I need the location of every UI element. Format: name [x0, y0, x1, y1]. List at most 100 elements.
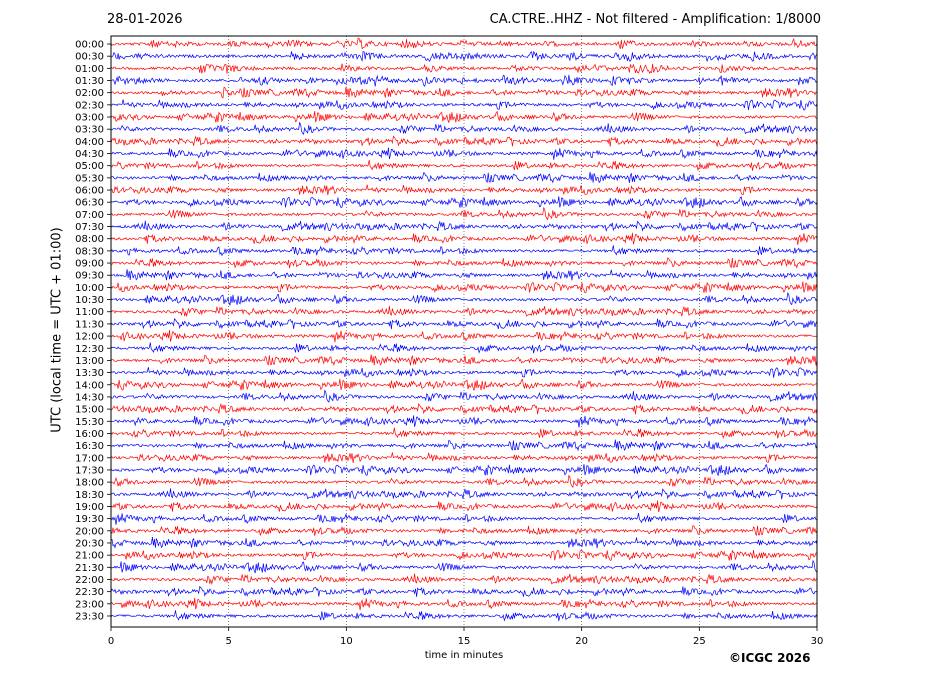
trace-2230	[110, 585, 818, 597]
trace-1630	[110, 439, 818, 452]
trace-1000	[110, 281, 818, 294]
row-label-1600: 16:00	[75, 429, 104, 440]
x-tick-label-10: 10	[340, 636, 353, 647]
trace-0930	[110, 269, 818, 281]
trace-0230	[110, 99, 818, 111]
trace-0130	[110, 74, 818, 87]
row-label-2100: 21:00	[75, 551, 104, 562]
row-label-1130: 11:30	[75, 319, 104, 330]
row-label-1300: 13:00	[75, 356, 104, 367]
x-tick-label-15: 15	[458, 636, 471, 647]
trace-0100	[110, 63, 818, 75]
row-label-0630: 06:30	[75, 198, 104, 209]
row-label-1900: 19:00	[75, 502, 104, 513]
row-label-1630: 16:30	[75, 441, 104, 452]
trace-2030	[110, 536, 818, 549]
x-tick-label-20: 20	[575, 636, 588, 647]
trace-1530	[110, 415, 818, 428]
row-label-0330: 03:30	[75, 125, 104, 136]
trace-0200	[110, 86, 818, 99]
trace-0000	[110, 37, 818, 50]
trace-2330	[110, 610, 818, 622]
trace-2300	[110, 597, 818, 611]
row-label-0700: 07:00	[75, 210, 104, 221]
trace-0430	[110, 147, 818, 160]
date-label: 28-01-2026	[107, 12, 183, 27]
trace-1230	[110, 342, 818, 354]
trace-1900	[110, 500, 818, 513]
row-label-0000: 00:00	[75, 40, 104, 51]
trace-2000	[110, 525, 818, 537]
x-axis-label: time in minutes	[424, 650, 504, 661]
row-label-1930: 19:30	[75, 514, 104, 525]
x-tick-label-30: 30	[811, 636, 824, 647]
trace-1030	[110, 292, 818, 306]
row-label-1500: 15:00	[75, 405, 104, 416]
x-tick-label-5: 5	[225, 636, 231, 647]
row-label-2230: 22:30	[75, 587, 104, 598]
trace-0300	[110, 111, 818, 123]
row-label-0800: 08:00	[75, 234, 104, 245]
row-label-2200: 22:00	[75, 575, 104, 586]
row-label-1200: 12:00	[75, 332, 104, 343]
trace-1930	[110, 512, 818, 525]
row-label-0130: 01:30	[75, 76, 104, 87]
trace-0600	[110, 184, 818, 196]
row-label-2030: 20:30	[75, 538, 104, 549]
x-tick-label-25: 25	[693, 636, 706, 647]
row-label-1430: 14:30	[75, 392, 104, 403]
trace-2200	[110, 573, 818, 585]
row-label-0400: 04:00	[75, 137, 104, 148]
trace-1830	[110, 488, 818, 500]
trace-0700	[110, 206, 818, 221]
trace-0530	[110, 171, 818, 184]
copyright-label: ©ICGC 2026	[729, 651, 811, 665]
row-label-1230: 12:30	[75, 344, 104, 355]
row-label-1030: 10:30	[75, 295, 104, 306]
trace-0500	[110, 160, 818, 172]
trace-1500	[110, 403, 818, 415]
trace-1400	[110, 378, 818, 391]
row-label-1700: 17:00	[75, 453, 104, 464]
trace-0630	[110, 196, 818, 209]
row-label-1400: 14:00	[75, 380, 104, 391]
row-label-0600: 06:00	[75, 186, 104, 197]
row-label-0500: 05:00	[75, 161, 104, 172]
trace-0400	[110, 135, 818, 147]
trace-2130	[110, 559, 818, 574]
row-label-0830: 08:30	[75, 246, 104, 257]
row-label-0100: 01:00	[75, 64, 104, 75]
trace-1300	[110, 354, 818, 367]
row-label-1330: 13:30	[75, 368, 104, 379]
trace-1330	[110, 367, 818, 379]
trace-1800	[110, 474, 818, 488]
trace-1430	[110, 389, 818, 403]
row-label-0230: 02:30	[75, 100, 104, 111]
row-label-0530: 05:30	[75, 173, 104, 184]
row-label-0200: 02:00	[75, 88, 104, 99]
trace-1200	[110, 330, 818, 343]
row-label-2000: 20:00	[75, 526, 104, 537]
row-label-1830: 18:30	[75, 490, 104, 501]
row-label-1000: 10:00	[75, 283, 104, 294]
row-label-0900: 09:00	[75, 259, 104, 270]
trace-0330	[110, 121, 818, 136]
trace-1130	[110, 317, 818, 330]
row-label-0300: 03:00	[75, 113, 104, 124]
trace-0030	[110, 50, 818, 63]
trace-1600	[110, 427, 818, 439]
row-label-1800: 18:00	[75, 478, 104, 489]
trace-0730	[110, 220, 818, 232]
trace-1700	[110, 452, 818, 463]
plot-frame	[110, 35, 818, 628]
x-tick-label-0: 0	[108, 636, 114, 647]
trace-2100	[110, 549, 818, 561]
row-label-2300: 23:00	[75, 599, 104, 610]
trace-0900	[110, 257, 818, 269]
trace-1100	[110, 305, 818, 318]
row-label-2330: 23:30	[75, 611, 104, 622]
row-label-0730: 07:30	[75, 222, 104, 233]
row-label-1530: 15:30	[75, 417, 104, 428]
